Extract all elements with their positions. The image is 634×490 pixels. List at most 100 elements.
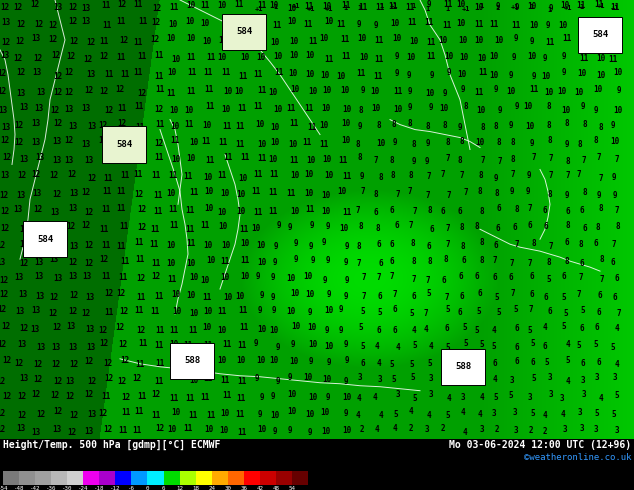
Text: 5: 5	[361, 343, 365, 351]
Text: 11: 11	[184, 120, 193, 129]
Text: 10: 10	[410, 37, 418, 47]
Text: 11: 11	[117, 18, 126, 26]
Text: 7: 7	[615, 206, 619, 215]
Text: 11: 11	[150, 225, 160, 234]
Text: 8: 8	[593, 136, 598, 145]
Text: 10: 10	[477, 54, 487, 63]
Text: 10: 10	[444, 52, 453, 61]
Text: 12: 12	[0, 191, 9, 200]
Text: 9: 9	[323, 275, 327, 285]
Text: 11: 11	[200, 221, 210, 230]
Text: 10: 10	[288, 140, 297, 149]
Text: 8: 8	[458, 156, 462, 165]
Text: 11: 11	[221, 68, 231, 77]
Text: 3: 3	[378, 375, 382, 384]
Text: 13: 13	[82, 271, 92, 281]
Text: 12: 12	[31, 390, 41, 399]
Text: 11: 11	[133, 170, 143, 179]
Text: 11: 11	[150, 307, 160, 317]
Text: 13: 13	[31, 306, 41, 316]
Text: 9: 9	[543, 54, 547, 63]
Text: 10: 10	[204, 307, 212, 317]
Text: 12: 12	[3, 392, 11, 401]
Text: -6: -6	[128, 486, 135, 490]
Text: 6: 6	[529, 271, 534, 281]
Text: 9: 9	[612, 35, 618, 45]
Text: 11: 11	[375, 3, 385, 12]
Text: 8: 8	[460, 223, 464, 232]
Text: 11: 11	[183, 424, 193, 433]
Text: 11: 11	[408, 19, 417, 27]
Text: 9: 9	[345, 242, 349, 251]
Text: 10: 10	[289, 37, 299, 47]
Text: 11: 11	[154, 51, 164, 60]
Text: -30: -30	[62, 486, 72, 490]
Text: 8: 8	[377, 121, 381, 130]
Text: 36: 36	[240, 486, 247, 490]
Text: 12: 12	[16, 21, 25, 29]
Text: 12: 12	[84, 208, 94, 217]
Text: 10: 10	[269, 1, 278, 10]
Text: 5: 5	[413, 394, 417, 403]
Text: 9: 9	[273, 258, 277, 267]
Text: 13: 13	[67, 322, 75, 331]
Text: 12: 12	[87, 174, 96, 183]
Text: 9: 9	[408, 103, 412, 112]
Text: 10: 10	[171, 122, 179, 131]
Text: 8: 8	[425, 122, 430, 131]
Text: 5: 5	[463, 359, 467, 368]
Text: 13: 13	[86, 343, 96, 352]
Text: 584: 584	[116, 140, 132, 149]
Text: 10: 10	[339, 224, 349, 233]
Text: 6: 6	[615, 273, 619, 283]
Text: 3: 3	[581, 390, 586, 399]
Text: -36: -36	[46, 486, 56, 490]
Text: 6: 6	[493, 359, 497, 368]
Text: 8: 8	[494, 122, 498, 131]
Text: 3: 3	[510, 376, 514, 385]
Text: 12: 12	[13, 54, 23, 63]
Text: 4: 4	[375, 425, 379, 434]
Text: 13: 13	[36, 88, 46, 97]
Text: 11: 11	[138, 392, 146, 401]
Text: 9: 9	[307, 309, 313, 318]
Text: 5: 5	[479, 373, 483, 382]
Text: 11: 11	[102, 187, 112, 196]
Text: 584: 584	[592, 30, 608, 39]
Text: 13: 13	[16, 89, 25, 98]
Text: 9: 9	[612, 173, 616, 182]
Text: 9: 9	[565, 191, 569, 200]
Text: 10: 10	[169, 21, 178, 29]
Text: 11: 11	[337, 21, 346, 29]
Text: 9: 9	[326, 393, 330, 402]
Text: 6: 6	[411, 292, 417, 300]
Text: 6: 6	[441, 207, 445, 216]
Text: -24: -24	[78, 486, 89, 490]
Text: 10: 10	[325, 18, 333, 26]
Text: 12: 12	[0, 377, 6, 386]
Text: 11: 11	[204, 342, 212, 350]
Text: 13: 13	[36, 153, 44, 162]
Text: 9: 9	[257, 410, 262, 419]
Text: 13: 13	[86, 70, 96, 79]
Text: 10: 10	[489, 71, 498, 80]
Text: 6: 6	[442, 275, 446, 285]
Text: 10: 10	[476, 106, 486, 115]
Text: 11: 11	[427, 52, 436, 61]
Text: 7: 7	[515, 240, 519, 249]
Text: 12: 12	[67, 222, 75, 231]
Text: 8: 8	[616, 222, 620, 231]
Text: 12: 12	[136, 326, 146, 336]
Text: 10: 10	[507, 87, 515, 96]
Text: 12: 12	[20, 259, 29, 268]
Text: 11: 11	[154, 342, 164, 350]
Text: 6: 6	[496, 204, 501, 213]
Text: 9: 9	[294, 255, 299, 264]
Text: 10: 10	[184, 106, 193, 115]
Text: 8: 8	[579, 240, 583, 249]
Text: 12: 12	[138, 205, 146, 214]
Text: 13: 13	[15, 307, 25, 317]
Text: 11: 11	[235, 122, 245, 131]
Text: 10: 10	[268, 155, 278, 164]
Text: 13: 13	[31, 119, 41, 128]
